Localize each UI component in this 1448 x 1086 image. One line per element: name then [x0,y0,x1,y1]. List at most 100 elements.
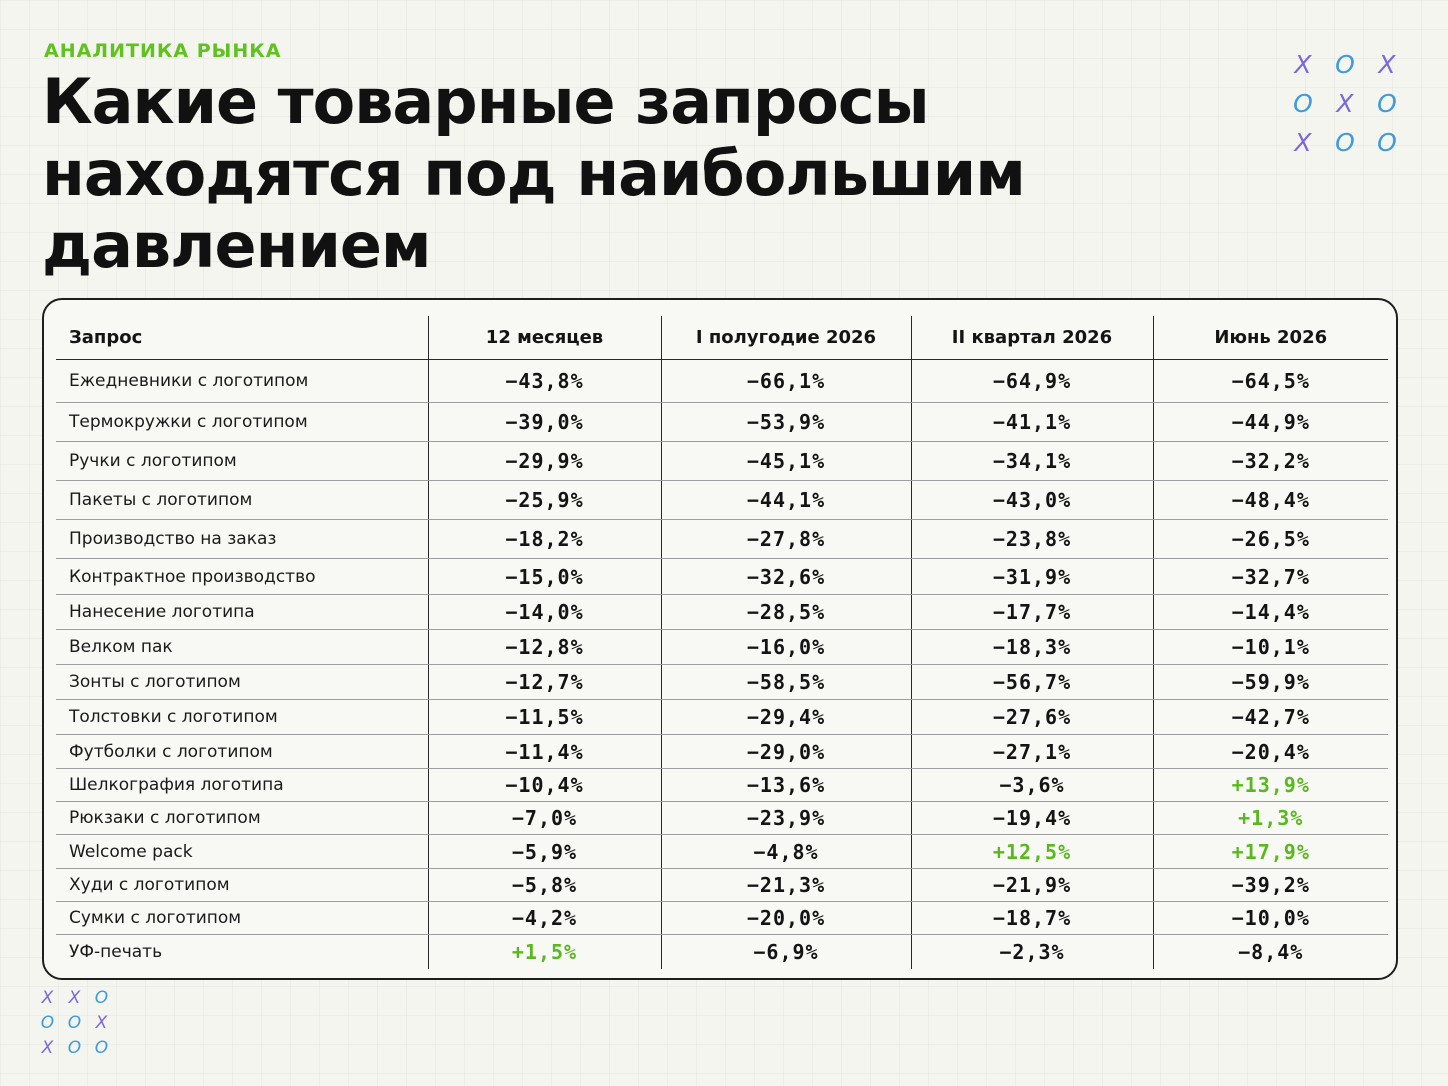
row-value-cell: −53,9% [660,402,911,442]
table-row: Велком пак −12,8% −16,0% −18,3% −10,1% [56,629,1388,665]
x-mark-icon: X [68,988,81,1008]
o-mark-icon: O [67,1013,82,1033]
row-value-cell: −44,9% [1152,402,1388,442]
row-value-cell: −10,4% [427,768,661,802]
row-value-cell: −2,3% [910,934,1153,969]
row-value-cell: −7,0% [427,801,661,835]
row-query-name: Худи с логотипом [56,868,428,902]
column-header-query: Запрос [56,316,428,360]
row-query-name: Шелкография логотипа [56,768,428,802]
row-query-name: Нанесение логотипа [56,594,428,630]
row-value-cell: −23,9% [660,801,911,835]
o-mark-icon: O [94,1038,109,1058]
x-mark-icon: X [1294,50,1312,79]
o-mark-icon: O [1377,89,1397,118]
row-value-cell: −48,4% [1152,480,1388,520]
table-row: Сумки с логотипом −4,2% −20,0% −18,7% −10,0% [56,901,1388,935]
row-value-cell: −58,5% [660,664,911,700]
row-value-cell: −27,1% [910,734,1153,769]
table-row: Ручки с логотипом −29,9% −45,1% −34,1% −32,2… [56,441,1388,481]
x-mark-icon: X [41,1038,54,1058]
table-row: Шелкография логотипа −10,4% −13,6% −3,6% +13… [56,768,1388,802]
row-value-cell: −14,4% [1152,594,1388,630]
row-value-cell: −18,3% [910,629,1153,665]
x-mark-icon: X [1336,89,1354,118]
data-table-card: Запрос 12 месяцев I полугодие 2026 II кв… [42,298,1398,980]
table-row: Толстовки с логотипом −11,5% −29,4% −27,6% −… [56,699,1388,735]
table-row: Худи с логотипом −5,8% −21,3% −21,9% −39,2% [56,868,1388,902]
row-value-cell: −4,8% [660,834,911,869]
o-mark-icon: O [94,988,109,1008]
row-value-cell: −25,9% [427,480,661,520]
row-query-name: Рюкзаки с логотипом [56,801,428,835]
table-row: Зонты с логотипом −12,7% −58,5% −56,7% −59,9… [56,664,1388,700]
x-mark-icon: X [1294,128,1312,157]
row-value-cell: −29,4% [660,699,911,735]
column-header-june-2026: Июнь 2026 [1152,316,1388,360]
row-value-cell: −15,0% [427,558,661,595]
row-value-cell: −26,5% [1152,519,1388,559]
row-value-cell: −66,1% [660,359,911,403]
row-value-cell: −11,4% [427,734,661,769]
column-header-12-months: 12 месяцев [427,316,661,360]
section-kicker: АНАЛИТИКА РЫНКА [44,40,282,62]
o-mark-icon: O [1293,89,1313,118]
row-query-name: Ежедневники с логотипом [56,359,428,403]
row-value-cell: −5,9% [427,834,661,869]
row-value-cell: −39,2% [1152,868,1388,902]
o-mark-icon: O [1335,128,1355,157]
row-value-cell: −39,0% [427,402,661,442]
row-value-cell: +12,5% [910,834,1153,869]
row-value-cell: −32,7% [1152,558,1388,595]
column-header-h1-2026: I полугодие 2026 [660,316,911,360]
row-value-cell: −41,1% [910,402,1153,442]
table-row: Пакеты с логотипом −25,9% −44,1% −43,0% −48,… [56,480,1388,520]
row-value-cell: −6,9% [660,934,911,969]
row-value-cell: −18,7% [910,901,1153,935]
table-row: Производство на заказ −18,2% −27,8% −23,8% −… [56,519,1388,559]
row-value-cell: −21,3% [660,868,911,902]
row-value-cell: −11,5% [427,699,661,735]
row-value-cell: −64,5% [1152,359,1388,403]
row-value-cell: −32,2% [1152,441,1388,481]
row-query-name: Ручки с логотипом [56,441,428,481]
row-value-cell: −44,1% [660,480,911,520]
row-value-cell: −31,9% [910,558,1153,595]
row-value-cell: −28,5% [660,594,911,630]
row-query-name: Футболки с логотипом [56,734,428,769]
row-query-name: Велком пак [56,629,428,665]
page-title: Какие товарные запросы находятся под наи… [42,65,1026,282]
row-value-cell: −16,0% [660,629,911,665]
row-value-cell: −21,9% [910,868,1153,902]
row-query-name: Толстовки с логотипом [56,699,428,735]
row-query-name: Термокружки с логотипом [56,402,428,442]
row-value-cell: −43,8% [427,359,661,403]
row-value-cell: −64,9% [910,359,1153,403]
table-row: Welcome pack −5,9% −4,8% +12,5% +17,9% [56,834,1388,869]
row-value-cell: −17,7% [910,594,1153,630]
row-value-cell: −56,7% [910,664,1153,700]
row-value-cell: −12,7% [427,664,661,700]
table-row: Термокружки с логотипом −39,0% −53,9% −41,1… [56,402,1388,442]
table-row: Рюкзаки с логотипом −7,0% −23,9% −19,4% +1,3… [56,801,1388,835]
row-value-cell: −27,6% [910,699,1153,735]
table-row: Нанесение логотипа −14,0% −28,5% −17,7% −14,… [56,594,1388,630]
row-value-cell: +17,9% [1152,834,1388,869]
row-value-cell: +1,3% [1152,801,1388,835]
row-value-cell: −19,4% [910,801,1153,835]
row-value-cell: −34,1% [910,441,1153,481]
row-value-cell: −13,6% [660,768,911,802]
row-value-cell: −45,1% [660,441,911,481]
table-row: Ежедневники с логотипом −43,8% −66,1% −64,9… [56,359,1388,403]
x-mark-icon: X [95,1013,108,1033]
row-query-name: Welcome pack [56,834,428,869]
pressure-table: Запрос 12 месяцев I полугодие 2026 II кв… [56,316,1388,969]
row-value-cell: −18,2% [427,519,661,559]
row-query-name: Пакеты с логотипом [56,480,428,520]
row-value-cell: −29,0% [660,734,911,769]
row-value-cell: −32,6% [660,558,911,595]
row-value-cell: −10,1% [1152,629,1388,665]
row-query-name: Контрактное производство [56,558,428,595]
